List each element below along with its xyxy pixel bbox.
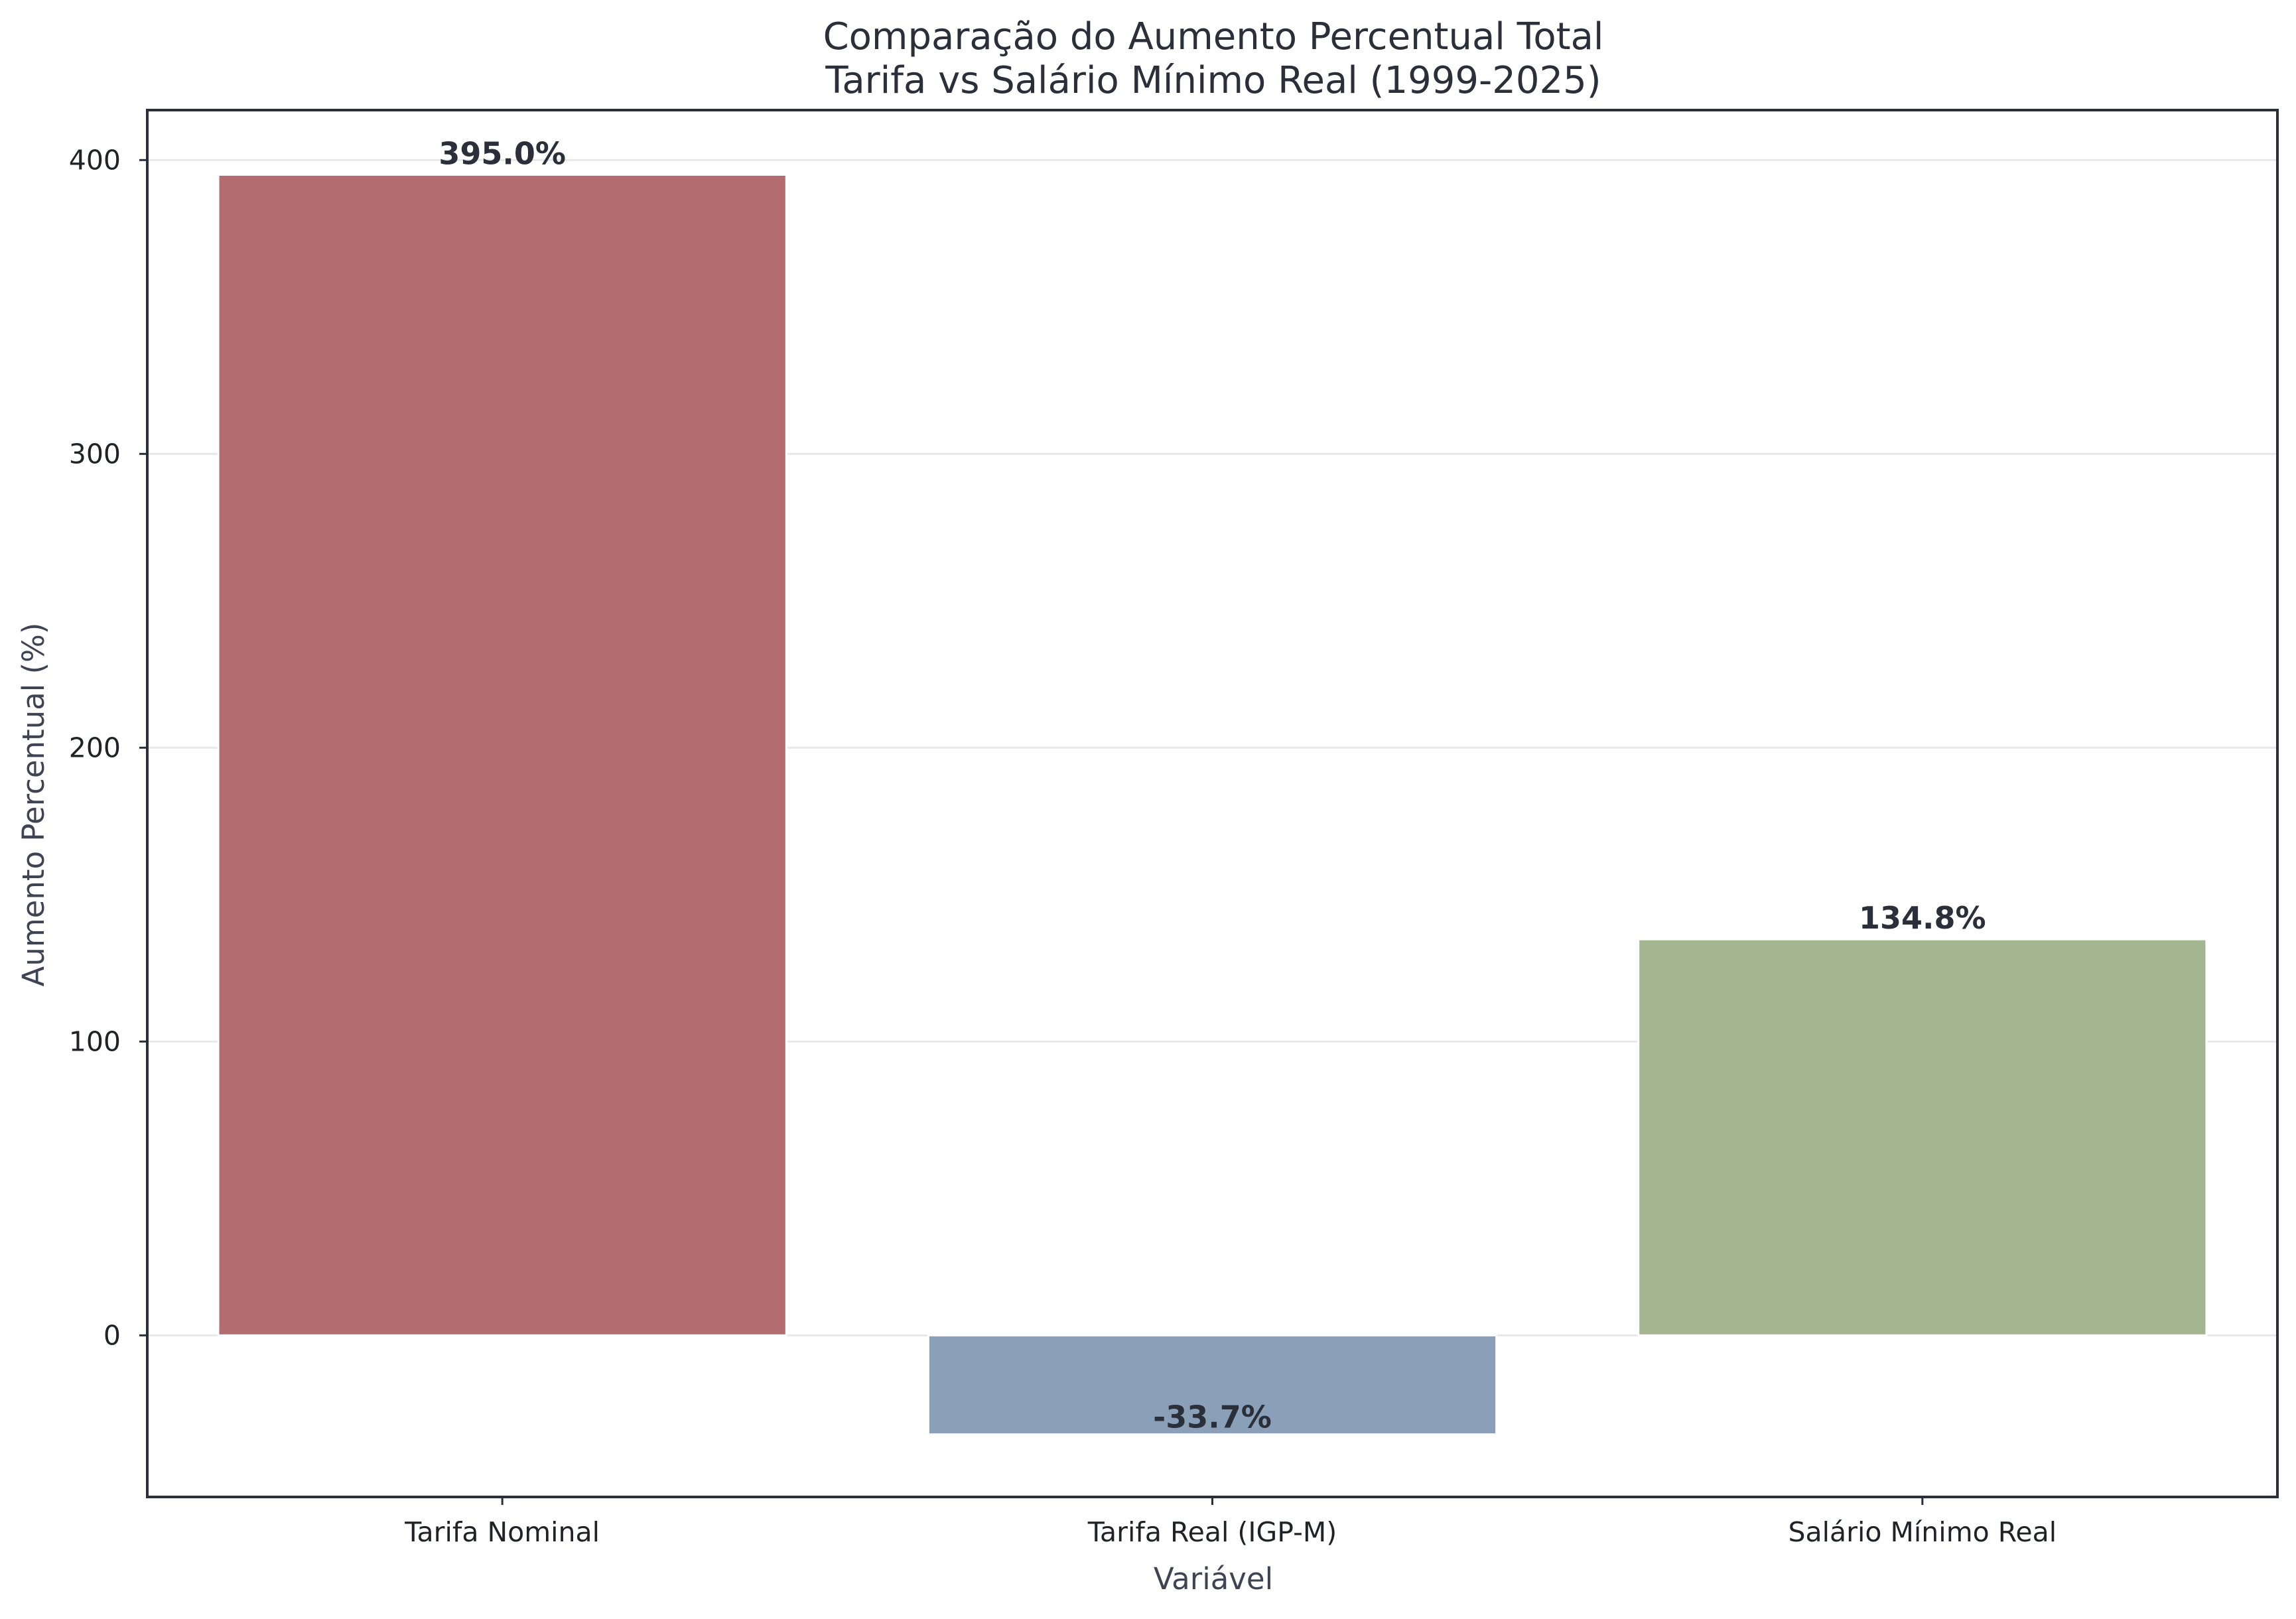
chart-title-line-2: Tarifa vs Salário Mínimo Real (1999-2025… <box>825 59 1601 102</box>
bar-tarifa-nominal <box>217 173 787 1336</box>
data-labels: 395.0% -33.7% 134.8% <box>439 135 1986 1435</box>
data-label-tarifa-nominal: 395.0% <box>439 135 566 171</box>
data-label-salario-minimo-real: 134.8% <box>1859 900 1986 936</box>
y-tick-label-0: 0 <box>103 1319 121 1351</box>
x-tick-label-tarifa-real-igp-m: Tarifa Real (IGP-M) <box>1087 1516 1337 1548</box>
x-axis-ticks: Tarifa Nominal Tarifa Real (IGP-M) Salário… <box>404 1497 2057 1548</box>
x-tick-label-tarifa-nominal: Tarifa Nominal <box>404 1516 600 1548</box>
bar-tarifa-real-igp-m <box>927 1334 1498 1436</box>
bars <box>217 173 2208 1436</box>
y-tick-label-100: 100 <box>69 1025 121 1057</box>
y-axis-label: Aumento Percentual (%) <box>16 623 51 987</box>
x-tick-label-salario-minimo-real: Salário Mínimo Real <box>1789 1516 2057 1548</box>
data-label-tarifa-real-igp-m: -33.7% <box>1153 1399 1272 1435</box>
bar-salario-minimo-real <box>1637 938 2208 1336</box>
y-tick-label-400: 400 <box>69 144 121 176</box>
x-axis-label: Variável <box>1154 1561 1273 1596</box>
y-tick-label-200: 200 <box>69 732 121 763</box>
y-tick-label-300: 300 <box>69 438 121 470</box>
chart-title-line-1: Comparação do Aumento Percentual Total <box>823 15 1604 58</box>
y-axis-ticks: 0 100 200 300 400 <box>69 144 147 1351</box>
